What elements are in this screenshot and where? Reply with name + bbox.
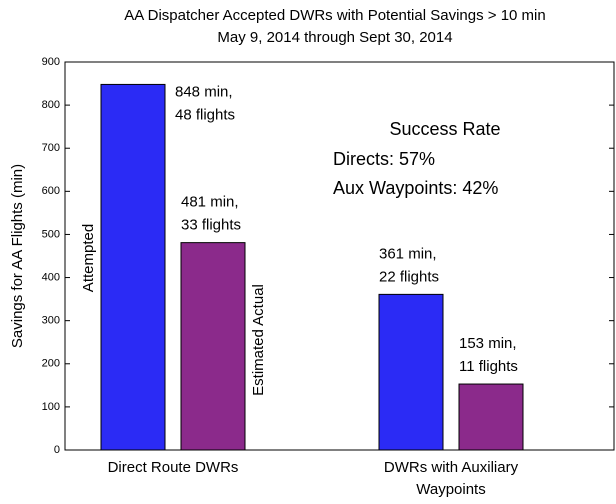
y-axis-label: Savings for AA Flights (min) — [9, 164, 26, 348]
value-label: 361 min, 22 flights — [379, 245, 439, 285]
x-tick-label: Direct Route DWRs — [108, 459, 239, 476]
annotation: Aux Waypoints: 42% — [333, 178, 498, 198]
bar — [458, 383, 524, 451]
plot-frame — [64, 61, 615, 451]
bar — [180, 242, 246, 451]
bar — [378, 293, 444, 451]
y-tick-label: 800 — [42, 99, 60, 111]
annotation: Directs: 57% — [333, 149, 435, 169]
value-label: 848 min, 48 flights — [175, 83, 235, 123]
value-label: 481 min, 33 flights — [181, 194, 241, 234]
y-tick-label: 200 — [42, 358, 60, 370]
chart-subtitle: May 9, 2014 through Sept 30, 2014 — [217, 29, 452, 46]
x-tick-label: DWRs with Auxiliary Waypoints — [384, 459, 519, 498]
y-tick-label: 700 — [42, 142, 60, 154]
value-label: 153 min, 11 flights — [459, 335, 518, 375]
y-tick-label: 100 — [42, 401, 60, 413]
y-tick-label: 500 — [42, 228, 60, 240]
y-tick-label: 900 — [42, 56, 60, 68]
chart-title: AA Dispatcher Accepted DWRs with Potenti… — [124, 7, 545, 24]
y-tick-label: 600 — [42, 185, 60, 197]
y-tick-label: 400 — [42, 271, 60, 283]
series-name: Estimated Actual — [250, 284, 267, 396]
y-tick-label: 0 — [54, 444, 60, 456]
series-name: Attempted — [80, 224, 97, 292]
y-tick-label: 300 — [42, 315, 60, 327]
bar — [100, 83, 166, 451]
annotation: Success Rate — [389, 119, 500, 139]
